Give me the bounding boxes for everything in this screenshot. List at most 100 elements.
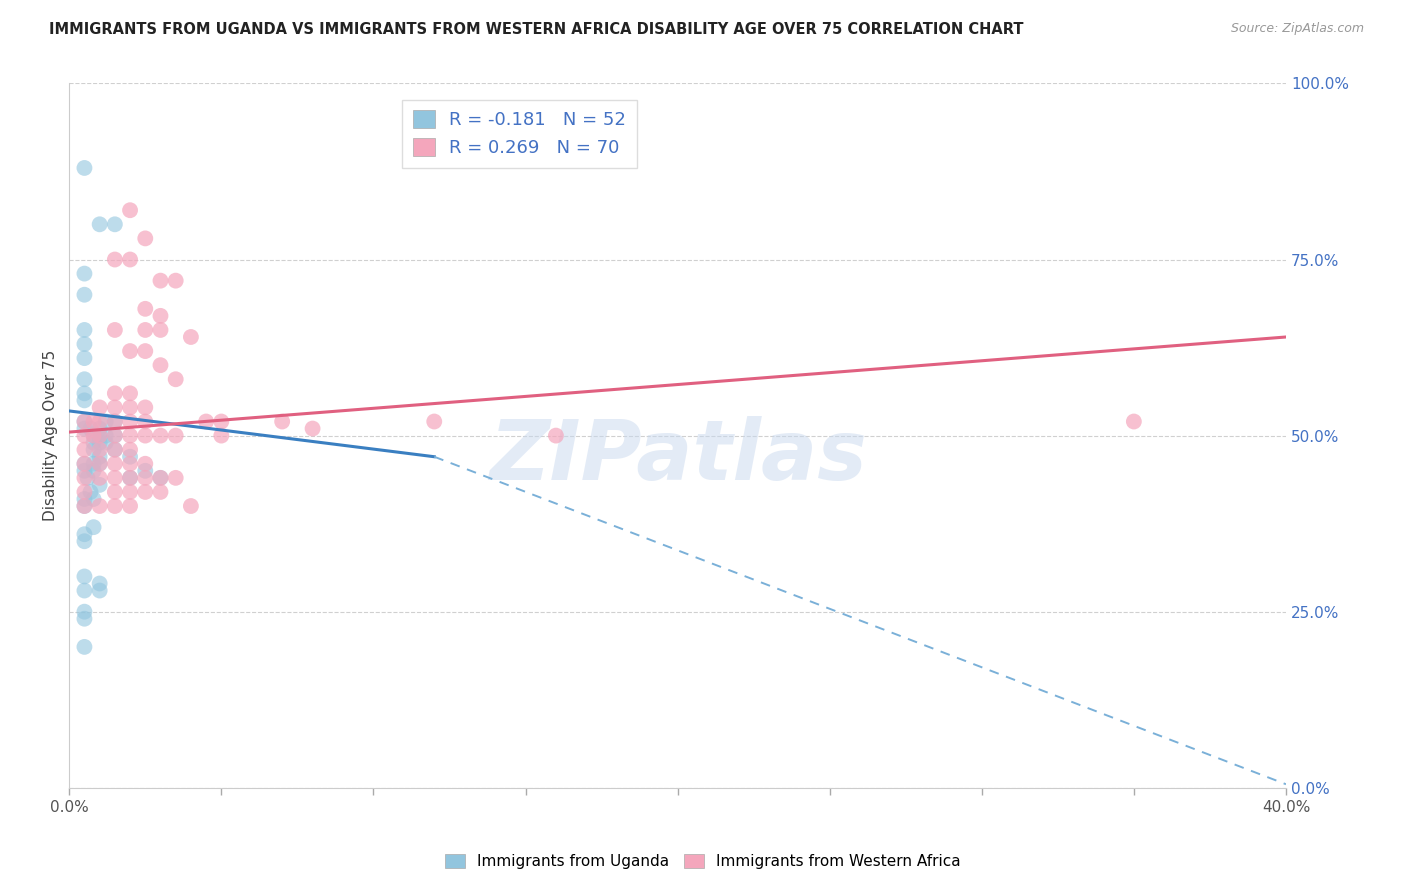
Point xyxy=(120,442,142,457)
Point xyxy=(120,450,142,464)
Legend: R = -0.181   N = 52, R = 0.269   N = 70: R = -0.181 N = 52, R = 0.269 N = 70 xyxy=(402,100,637,168)
Point xyxy=(195,415,218,429)
Point xyxy=(209,428,232,442)
Point xyxy=(73,464,96,478)
Point xyxy=(104,471,127,485)
Point xyxy=(120,252,142,267)
Point xyxy=(104,415,127,429)
Point xyxy=(94,428,117,442)
Point xyxy=(120,401,142,415)
Point xyxy=(73,421,96,435)
Point xyxy=(73,640,96,654)
Point xyxy=(180,330,202,344)
Point xyxy=(83,435,105,450)
Point xyxy=(120,457,142,471)
Point xyxy=(83,428,105,442)
Point xyxy=(73,415,96,429)
Point xyxy=(73,386,96,401)
Point xyxy=(73,457,96,471)
Point xyxy=(134,464,156,478)
Point xyxy=(73,583,96,598)
Point xyxy=(104,401,127,415)
Point xyxy=(180,499,202,513)
Point xyxy=(73,485,96,500)
Point xyxy=(89,450,111,464)
Point xyxy=(149,428,172,442)
Point xyxy=(73,428,96,442)
Point xyxy=(134,428,156,442)
Point xyxy=(104,252,127,267)
Point xyxy=(89,583,111,598)
Point xyxy=(165,428,187,442)
Point xyxy=(89,457,111,471)
Text: IMMIGRANTS FROM UGANDA VS IMMIGRANTS FROM WESTERN AFRICA DISABILITY AGE OVER 75 : IMMIGRANTS FROM UGANDA VS IMMIGRANTS FRO… xyxy=(49,22,1024,37)
Point xyxy=(73,534,96,549)
Point xyxy=(83,415,105,429)
Point xyxy=(73,351,96,365)
Point xyxy=(73,612,96,626)
Point xyxy=(120,415,142,429)
Point xyxy=(271,415,294,429)
Point xyxy=(73,323,96,337)
Point xyxy=(165,372,187,386)
Point xyxy=(73,415,96,429)
Text: Source: ZipAtlas.com: Source: ZipAtlas.com xyxy=(1230,22,1364,36)
Point xyxy=(94,435,117,450)
Point xyxy=(120,499,142,513)
Point xyxy=(79,421,101,435)
Point xyxy=(83,428,105,442)
Point xyxy=(134,471,156,485)
Point xyxy=(89,217,111,231)
Y-axis label: Disability Age Over 75: Disability Age Over 75 xyxy=(44,350,58,521)
Point xyxy=(149,471,172,485)
Point xyxy=(73,287,96,301)
Point xyxy=(134,301,156,316)
Point xyxy=(83,491,105,506)
Point xyxy=(73,491,96,506)
Point xyxy=(134,415,156,429)
Point xyxy=(120,485,142,500)
Point xyxy=(149,485,172,500)
Point xyxy=(104,386,127,401)
Point xyxy=(149,471,172,485)
Point xyxy=(89,428,111,442)
Point xyxy=(104,323,127,337)
Point xyxy=(209,415,232,429)
Point xyxy=(76,471,98,485)
Point xyxy=(134,485,156,500)
Point xyxy=(149,358,172,372)
Point xyxy=(83,464,105,478)
Point xyxy=(73,471,96,485)
Point xyxy=(120,344,142,359)
Point xyxy=(73,569,96,583)
Point xyxy=(89,442,111,457)
Point xyxy=(120,471,142,485)
Point xyxy=(423,415,446,429)
Point xyxy=(73,267,96,281)
Point xyxy=(134,231,156,245)
Point xyxy=(149,309,172,323)
Point xyxy=(301,421,323,435)
Point xyxy=(89,457,111,471)
Legend: Immigrants from Uganda, Immigrants from Western Africa: Immigrants from Uganda, Immigrants from … xyxy=(439,847,967,875)
Point xyxy=(83,457,105,471)
Point xyxy=(104,442,127,457)
Point xyxy=(73,499,96,513)
Text: ZIPatlas: ZIPatlas xyxy=(489,417,866,497)
Point xyxy=(94,415,117,429)
Point xyxy=(89,428,111,442)
Point xyxy=(104,442,127,457)
Point xyxy=(134,457,156,471)
Point xyxy=(544,428,567,442)
Point xyxy=(89,401,111,415)
Point xyxy=(89,478,111,492)
Point xyxy=(120,471,142,485)
Point xyxy=(104,415,127,429)
Point xyxy=(165,471,187,485)
Point xyxy=(149,323,172,337)
Point xyxy=(79,485,101,500)
Point xyxy=(104,457,127,471)
Point xyxy=(120,386,142,401)
Point xyxy=(120,203,142,218)
Point xyxy=(89,435,111,450)
